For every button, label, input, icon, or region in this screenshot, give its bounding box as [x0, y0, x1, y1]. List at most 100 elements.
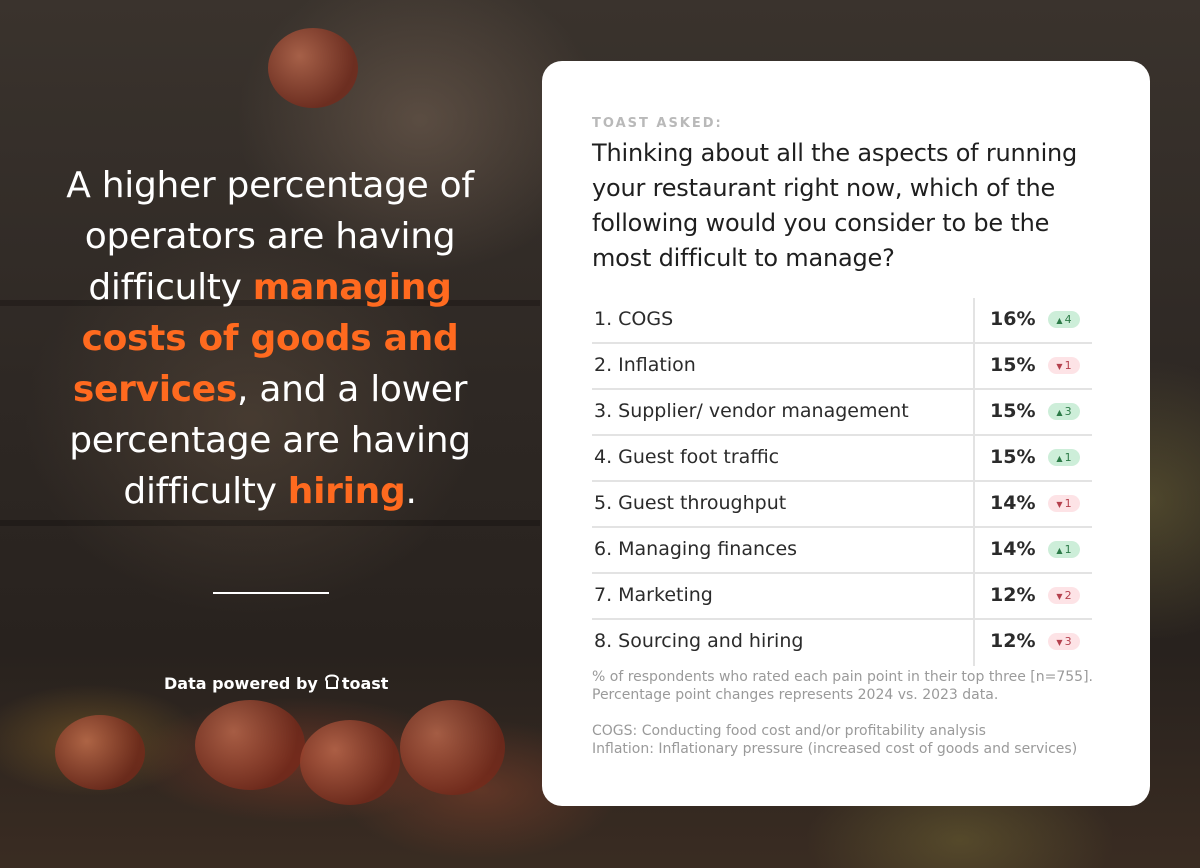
- table-row: 6. Managing finances 14% ▲ 1: [592, 528, 1092, 574]
- row-text: Managing finances: [618, 538, 798, 560]
- table-row: 5. Guest throughput 14% ▼ 1: [592, 482, 1092, 528]
- arrow-up-icon: ▲: [1056, 316, 1063, 325]
- arrow-down-icon: ▼: [1056, 362, 1063, 371]
- row-rank: 1.: [594, 308, 613, 330]
- arrow-down-icon: ▼: [1056, 500, 1063, 509]
- divider: [213, 592, 329, 594]
- column-divider: [973, 390, 975, 436]
- change-value: 2: [1064, 589, 1072, 602]
- row-label: 2. Inflation: [594, 344, 696, 386]
- change-value: 1: [1064, 543, 1072, 556]
- headline-panel: A higher percentage of operators are hav…: [30, 160, 510, 517]
- background-tomato: [195, 700, 305, 790]
- row-rank: 8.: [594, 630, 613, 652]
- row-rank: 3.: [594, 400, 613, 422]
- row-text: Guest throughput: [618, 492, 787, 514]
- change-badge: ▼ 1: [1048, 495, 1080, 512]
- change-value: 1: [1064, 451, 1072, 464]
- column-divider: [973, 344, 975, 390]
- change-badge: ▼ 3: [1048, 633, 1080, 650]
- row-label: 3. Supplier/ vendor management: [594, 390, 909, 432]
- row-text: Sourcing and hiring: [618, 630, 804, 652]
- survey-card: TOAST ASKED: Thinking about all the aspe…: [542, 61, 1150, 806]
- ranking-table: 1. COGS 16% ▲ 4 2. Inflation 15% ▼ 1 3. Supplier/ v…: [592, 298, 1092, 666]
- definition: COGS: Conducting food cost and/or profit…: [592, 723, 986, 739]
- row-label: 7. Marketing: [594, 574, 713, 616]
- background-shelf: [0, 520, 540, 526]
- row-text: Marketing: [618, 584, 713, 606]
- table-row: 8. Sourcing and hiring 12% ▼ 3: [592, 620, 1092, 666]
- toast-logo-text: toast: [341, 674, 389, 693]
- table-row: 3. Supplier/ vendor management 15% ▲ 3: [592, 390, 1092, 436]
- row-rank: 7.: [594, 584, 613, 606]
- row-label: 8. Sourcing and hiring: [594, 620, 803, 662]
- headline: A higher percentage of operators are hav…: [30, 160, 510, 517]
- arrow-down-icon: ▼: [1056, 638, 1063, 647]
- row-percentage: 15%: [990, 400, 1036, 422]
- table-row: 4. Guest foot traffic 15% ▲ 1: [592, 436, 1092, 482]
- change-value: 4: [1064, 313, 1072, 326]
- headline-highlight: hiring: [287, 471, 406, 512]
- footnote: % of respondents who rated each pain poi…: [592, 669, 1094, 685]
- change-value: 1: [1064, 359, 1072, 372]
- background-tomato: [55, 715, 145, 790]
- background-shelf: [0, 300, 540, 306]
- toast-logo-icon: [324, 674, 340, 693]
- change-value: 3: [1064, 635, 1072, 648]
- column-divider: [973, 436, 975, 482]
- asked-label: TOAST ASKED:: [592, 116, 723, 131]
- column-divider: [973, 620, 975, 666]
- row-label: 4. Guest foot traffic: [594, 436, 779, 478]
- table-row: 2. Inflation 15% ▼ 1: [592, 344, 1092, 390]
- arrow-up-icon: ▲: [1056, 546, 1063, 555]
- change-value: 1: [1064, 497, 1072, 510]
- row-rank: 4.: [594, 446, 613, 468]
- headline-highlight: managing costs of goods and services: [72, 267, 459, 410]
- headline-text: A higher percentage of operators are hav…: [66, 165, 474, 308]
- row-rank: 2.: [594, 354, 613, 376]
- row-rank: 5.: [594, 492, 613, 514]
- headline-text: , and a lower percentage are having diff…: [69, 369, 471, 512]
- change-value: 3: [1064, 405, 1072, 418]
- column-divider: [973, 482, 975, 528]
- powered-by: Data powered by toast: [164, 674, 388, 693]
- powered-by-label: Data powered by: [164, 674, 318, 693]
- row-label: 5. Guest throughput: [594, 482, 786, 524]
- table-row: 7. Marketing 12% ▼ 2: [592, 574, 1092, 620]
- headline-text: .: [405, 471, 417, 512]
- survey-question: Thinking about all the aspects of runnin…: [592, 139, 1078, 272]
- row-text: Guest foot traffic: [618, 446, 780, 468]
- footnote: Percentage point changes represents 2024…: [592, 687, 999, 703]
- column-divider: [973, 574, 975, 620]
- row-percentage: 15%: [990, 446, 1036, 468]
- table-row: 1. COGS 16% ▲ 4: [592, 298, 1092, 344]
- row-label: 1. COGS: [594, 298, 673, 340]
- row-rank: 6.: [594, 538, 613, 560]
- change-badge: ▼ 1: [1048, 357, 1080, 374]
- row-percentage: 16%: [990, 308, 1036, 330]
- background-tomato: [400, 700, 505, 795]
- arrow-up-icon: ▲: [1056, 408, 1063, 417]
- arrow-down-icon: ▼: [1056, 592, 1063, 601]
- change-badge: ▲ 3: [1048, 403, 1080, 420]
- background-tomato: [300, 720, 400, 805]
- row-percentage: 15%: [990, 354, 1036, 376]
- row-text: Supplier/ vendor management: [618, 400, 909, 422]
- row-text: Inflation: [618, 354, 696, 376]
- change-badge: ▼ 2: [1048, 587, 1080, 604]
- footnotes: % of respondents who rated each pain poi…: [592, 668, 1112, 758]
- change-badge: ▲ 1: [1048, 541, 1080, 558]
- row-percentage: 14%: [990, 492, 1036, 514]
- row-label: 6. Managing finances: [594, 528, 797, 570]
- change-badge: ▲ 1: [1048, 449, 1080, 466]
- background-tomato: [268, 28, 358, 108]
- row-percentage: 14%: [990, 538, 1036, 560]
- change-badge: ▲ 4: [1048, 311, 1080, 328]
- column-divider: [973, 298, 975, 344]
- row-percentage: 12%: [990, 630, 1036, 652]
- arrow-up-icon: ▲: [1056, 454, 1063, 463]
- column-divider: [973, 528, 975, 574]
- row-percentage: 12%: [990, 584, 1036, 606]
- definition: Inflation: Inflationary pressure (increa…: [592, 741, 1078, 757]
- row-text: COGS: [618, 308, 674, 330]
